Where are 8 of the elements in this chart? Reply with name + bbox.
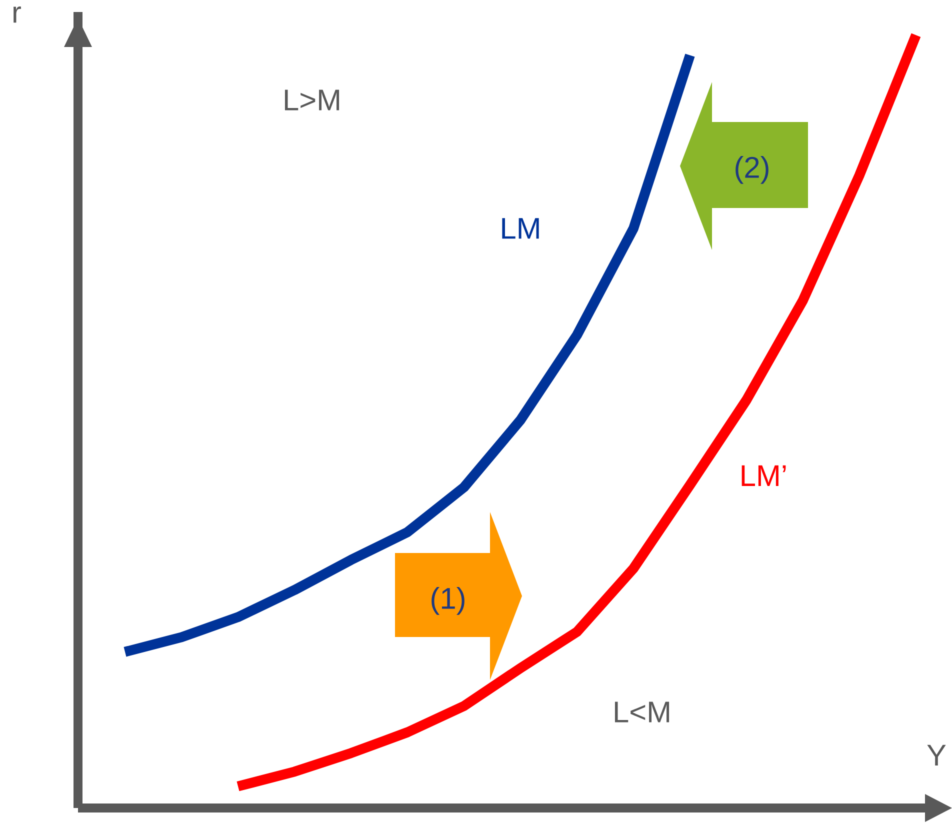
annotation: (1) [432, 587, 464, 615]
text: LM [502, 218, 539, 239]
x-axis-title: Y [927, 744, 946, 766]
y-axis-title: r [14, 6, 21, 23]
annotation: L>M [284, 90, 340, 110]
annotation: (2) [736, 156, 768, 184]
annotation: L<M [614, 702, 670, 722]
series-label: LM’ [742, 465, 786, 486]
